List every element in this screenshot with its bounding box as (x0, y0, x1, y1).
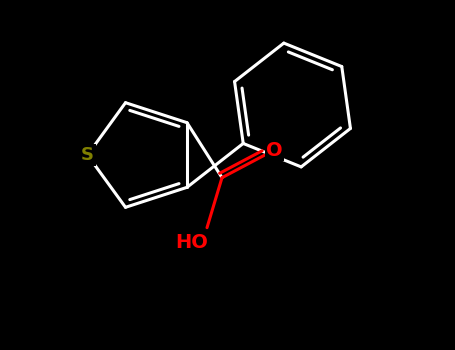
Text: S: S (81, 146, 94, 164)
Text: O: O (266, 141, 283, 160)
Text: HO: HO (176, 233, 208, 252)
